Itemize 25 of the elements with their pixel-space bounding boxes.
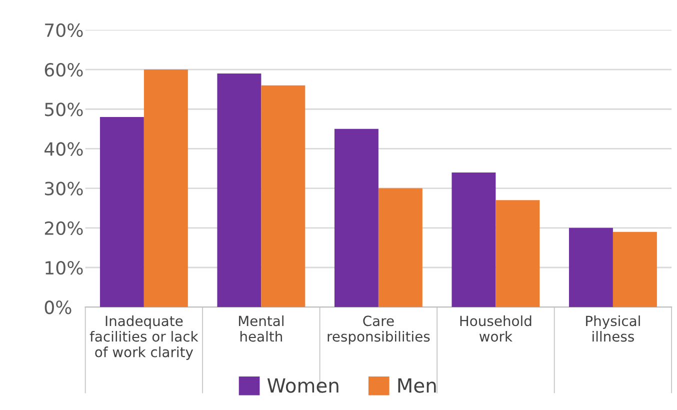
y-tick-label: 20% xyxy=(44,221,83,236)
bar xyxy=(568,228,613,308)
legend-label: Men xyxy=(398,378,436,393)
x-tick-label: Physical illness xyxy=(586,315,640,342)
y-tick-label: 30% xyxy=(45,182,83,196)
bar xyxy=(378,188,422,308)
y-tick-label: 50% xyxy=(45,102,83,116)
bar xyxy=(612,232,657,308)
bar xyxy=(217,73,262,308)
legend-label: Women xyxy=(267,378,338,393)
x-tick-label: Inadequate facilities or lack of work clarity xyxy=(90,315,198,360)
bar xyxy=(261,85,306,308)
x-tick-label: Household work xyxy=(460,315,532,342)
bar xyxy=(334,128,378,308)
x-tick-label: Care responsibilities xyxy=(328,316,430,344)
y-tick-label: 60% xyxy=(44,62,83,77)
bar xyxy=(144,70,188,308)
x-tick-label: Mental health xyxy=(238,315,284,342)
y-tick-label: 40% xyxy=(44,142,83,156)
y-tick-label: 70% xyxy=(45,23,83,38)
bar xyxy=(452,172,496,308)
y-tick-label: 10% xyxy=(46,260,83,275)
bar xyxy=(496,200,540,308)
y-tick-label: 0% xyxy=(44,300,72,314)
bar xyxy=(100,117,144,308)
